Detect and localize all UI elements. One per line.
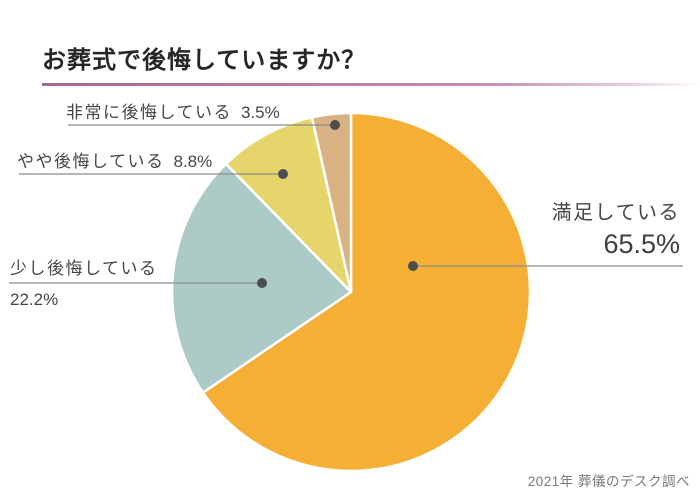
pie-slice-satisfied — [201, 111, 532, 473]
callout-strong-regret: 非常に後悔している 3.5% — [66, 98, 280, 123]
callout-strong-regret-value: 3.5% — [241, 103, 280, 122]
callout-satisfied: 満足している 65.5% — [552, 200, 680, 260]
callout-satisfied-label: 満足している — [551, 202, 680, 224]
callout-moderate-regret-value: 8.8% — [173, 152, 213, 171]
source-note: 2021年 葬儀のデスク調べ — [527, 474, 690, 489]
pie-slice-strong-regret — [310, 111, 353, 294]
pie-slice-moderate-regret — [224, 116, 353, 294]
callout-satisfied-value: 65.5% — [603, 229, 680, 259]
callout-leaders — [9, 120, 683, 288]
callout-slight-regret-value: 22.2% — [10, 290, 59, 309]
leader-dot-strong-regret — [330, 120, 340, 130]
callout-slight-regret: 少し後悔している 22.2% — [10, 257, 158, 312]
callout-moderate-regret-label: やや後悔している — [17, 152, 165, 171]
leader-dot-moderate-regret — [278, 169, 288, 179]
callout-slight-regret-label: 少し後悔している — [10, 259, 158, 278]
title-underline — [42, 83, 700, 86]
callout-strong-regret-label: 非常に後悔している — [66, 103, 232, 122]
leader-dot-slight-regret — [257, 278, 267, 288]
pie-slices — [170, 111, 532, 473]
callout-moderate-regret: やや後悔している 8.8% — [17, 147, 212, 172]
leader-dot-satisfied — [408, 261, 418, 271]
chart-title: お葬式で後悔していますか？ — [42, 47, 367, 74]
